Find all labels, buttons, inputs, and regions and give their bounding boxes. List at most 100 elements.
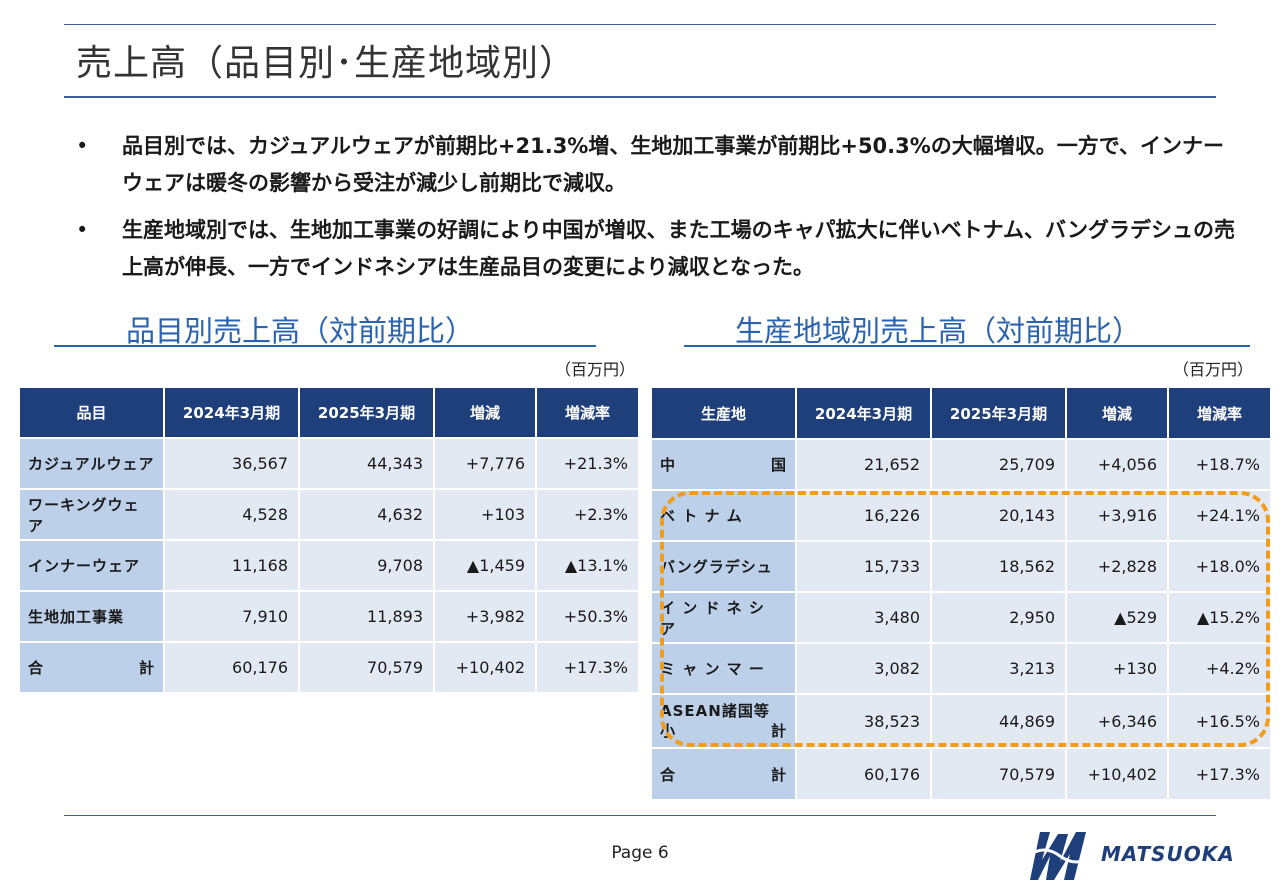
item-sales-unit: （百万円） xyxy=(555,360,636,379)
row-label: バングラデシュ xyxy=(650,540,797,593)
page-title: 売上高（品目別･生産地域別） xyxy=(76,43,577,84)
cell-fy2024: 60,176 xyxy=(163,641,300,694)
cell-fy2025: 9,708 xyxy=(298,539,435,592)
logo-mark-icon xyxy=(1028,832,1093,880)
cell-fy2025: 4,632 xyxy=(298,488,435,541)
table-row: ベ ト ナ ム 16,226 20,143 +3,916 +24.1% xyxy=(650,489,1272,542)
cell-fy2025: 44,343 xyxy=(298,437,435,490)
cell-rate: +4.2% xyxy=(1167,642,1272,695)
cell-rate: +50.3% xyxy=(535,590,640,643)
cell-fy2025: 44,869 xyxy=(930,693,1067,749)
cell-rate: ▲13.1% xyxy=(535,539,640,592)
cell-diff: +130 xyxy=(1065,642,1169,695)
cell-fy2024: 15,733 xyxy=(795,540,932,593)
region-sales-title: 生産地域別売上高（対前期比） xyxy=(735,314,1142,348)
bullet-list: • 品目別では、カジュアルウェアが前期比+21.3%増、生地加工事業が前期比+5… xyxy=(76,128,1236,296)
total-label-b: 計 xyxy=(138,659,155,677)
col-header-region: 生産地 xyxy=(650,386,797,440)
col-header-fy2024: 2024年3月期 xyxy=(163,386,300,439)
row-label: ベ ト ナ ム xyxy=(650,489,797,542)
cell-diff: +4,056 xyxy=(1065,438,1169,491)
table-total-row: 合計 60,176 70,579 +10,402 +17.3% xyxy=(18,641,640,694)
row-label: カジュアルウェア xyxy=(18,437,165,490)
total-label-a: 合 xyxy=(660,765,677,784)
footer-rule xyxy=(64,815,1216,816)
asean-label: ASEAN諸国等 xyxy=(660,702,770,720)
table-row: 生地加工事業 7,910 11,893 +3,982 +50.3% xyxy=(18,590,640,643)
region-sales-table: 生産地 2024年3月期 2025年3月期 増減 増減率 中国 21,652 2… xyxy=(650,386,1272,801)
cell-fy2024: 3,480 xyxy=(795,591,932,644)
bullet-item: • 品目別では、カジュアルウェアが前期比+21.3%増、生地加工事業が前期比+5… xyxy=(76,128,1236,202)
page-number: Page 6 xyxy=(611,843,669,863)
cell-fy2024: 3,082 xyxy=(795,642,932,695)
bullet-text: 生産地域別では、生地加工事業の好調により中国が増収、また工場のキャパ拡大に伴いベ… xyxy=(122,218,1235,279)
company-logo: MATSUOKA xyxy=(1028,826,1234,882)
table-row: カジュアルウェア 36,567 44,343 +7,776 +21.3% xyxy=(18,437,640,490)
cell-rate: +18.0% xyxy=(1167,540,1272,593)
cell-fy2024: 36,567 xyxy=(163,437,300,490)
cell-rate: +24.1% xyxy=(1167,489,1272,542)
cell-fy2024: 4,528 xyxy=(163,488,300,541)
row-label: ミ ャ ン マ ー xyxy=(650,642,797,695)
col-header-rate: 増減率 xyxy=(1167,386,1272,440)
cell-fy2024: 60,176 xyxy=(795,747,932,801)
col-header-diff: 増減 xyxy=(1065,386,1169,440)
cell-rate: +17.3% xyxy=(1167,747,1272,801)
row-label-total: 合計 xyxy=(650,747,797,801)
col-header-item: 品目 xyxy=(18,386,165,439)
cell-rate: +17.3% xyxy=(535,641,640,694)
cell-fy2024: 21,652 xyxy=(795,438,932,491)
cell-diff: ▲529 xyxy=(1065,591,1169,644)
table-row: バングラデシュ 15,733 18,562 +2,828 +18.0% xyxy=(650,540,1272,593)
top-rule xyxy=(64,24,1216,25)
row-label: ワーキングウェア xyxy=(18,488,165,541)
cell-rate: ▲15.2% xyxy=(1167,591,1272,644)
cell-fy2025: 18,562 xyxy=(930,540,1067,593)
table-subtotal-row: ASEAN諸国等 小 計 38,523 44,869 +6,346 +16.5% xyxy=(650,693,1272,749)
total-label-b: 計 xyxy=(770,765,787,784)
china-label-b: 国 xyxy=(770,456,787,474)
cell-fy2024: 38,523 xyxy=(795,693,932,749)
cell-fy2025: 3,213 xyxy=(930,642,1067,695)
cell-diff: +7,776 xyxy=(433,437,537,490)
table-row: イ ン ド ネ シ ア 3,480 2,950 ▲529 ▲15.2% xyxy=(650,591,1272,644)
row-label: 生地加工事業 xyxy=(18,590,165,643)
logo-text: MATSUOKA xyxy=(1101,842,1235,866)
cell-fy2024: 7,910 xyxy=(163,590,300,643)
table-row: ミ ャ ン マ ー 3,082 3,213 +130 +4.2% xyxy=(650,642,1272,695)
cell-diff: +103 xyxy=(433,488,537,541)
item-sales-underline xyxy=(54,345,596,347)
subtotal-label-b: 計 xyxy=(770,722,787,740)
col-header-fy2025: 2025年3月期 xyxy=(298,386,435,439)
cell-fy2024: 16,226 xyxy=(795,489,932,542)
bullet-text: 品目別では、カジュアルウェアが前期比+21.3%増、生地加工事業が前期比+50.… xyxy=(122,134,1224,195)
item-sales-title: 品目別売上高（対前期比） xyxy=(126,314,475,348)
cell-rate: +16.5% xyxy=(1167,693,1272,749)
title-rule xyxy=(64,96,1216,98)
row-label-subtotal: ASEAN諸国等 小 計 xyxy=(650,693,797,749)
cell-rate: +2.3% xyxy=(535,488,640,541)
table-row: 中国 21,652 25,709 +4,056 +18.7% xyxy=(650,438,1272,491)
region-sales-underline xyxy=(684,345,1250,347)
cell-fy2025: 20,143 xyxy=(930,489,1067,542)
cell-fy2025: 11,893 xyxy=(298,590,435,643)
cell-rate: +21.3% xyxy=(535,437,640,490)
cell-diff: ▲1,459 xyxy=(433,539,537,592)
cell-diff: +10,402 xyxy=(1065,747,1169,801)
table-row: ワーキングウェア 4,528 4,632 +103 +2.3% xyxy=(18,488,640,541)
cell-diff: +3,916 xyxy=(1065,489,1169,542)
region-sales-unit: （百万円） xyxy=(1173,360,1254,379)
cell-rate: +18.7% xyxy=(1167,438,1272,491)
row-label: インナーウェア xyxy=(18,539,165,592)
table-total-row: 合計 60,176 70,579 +10,402 +17.3% xyxy=(650,747,1272,801)
row-label-total: 合計 xyxy=(18,641,165,694)
total-label-a: 合 xyxy=(28,659,45,677)
table-header-row: 生産地 2024年3月期 2025年3月期 増減 増減率 xyxy=(650,386,1272,440)
cell-diff: +10,402 xyxy=(433,641,537,694)
col-header-diff: 増減 xyxy=(433,386,537,439)
cell-fy2024: 11,168 xyxy=(163,539,300,592)
cell-diff: +6,346 xyxy=(1065,693,1169,749)
col-header-fy2024: 2024年3月期 xyxy=(795,386,932,440)
subtotal-label-a: 小 xyxy=(660,722,677,740)
cell-fy2025: 70,579 xyxy=(298,641,435,694)
